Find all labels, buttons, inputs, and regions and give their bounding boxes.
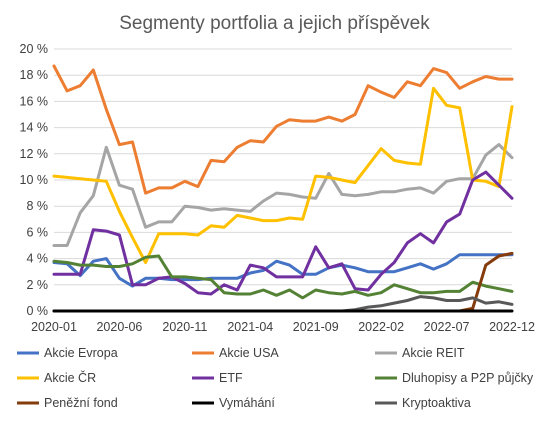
x-tick-label: 2022-12 (489, 320, 535, 334)
legend-label: ETF (219, 371, 243, 385)
y-tick-label: 0 % (26, 304, 48, 318)
legend-label: Akcie ČR (44, 370, 96, 385)
y-tick-label: 16 % (20, 94, 49, 108)
y-tick-label: 14 % (20, 121, 49, 135)
x-tick-label: 2021-04 (227, 320, 273, 334)
y-axis-ticks: 0 % 2 % 4 % 6 % 8 % 10 % 12 % 14 % 16 % 18 % 20 % (20, 42, 49, 318)
legend-label: Akcie Evropa (44, 346, 118, 360)
series-line (52, 86, 514, 264)
chart-title: Segmenty portfolia a jejich příspěvek (119, 13, 430, 34)
legend-label: Peněžní fond (44, 396, 118, 410)
x-axis-ticks: 2020-01 2020-06 2020-11 2021-04 2021-09 2022-… (31, 320, 535, 334)
y-tick-label: 10 % (20, 173, 49, 187)
y-tick-label: 4 % (26, 252, 48, 266)
x-tick-label: 2022-07 (424, 320, 470, 334)
series-line (52, 143, 514, 247)
legend-label: Akcie REIT (402, 346, 465, 360)
series-line (52, 295, 514, 313)
series-line (52, 170, 514, 296)
legend: Akcie Evropa Akcie USA Akcie REIT Akcie ČR E… (17, 346, 534, 410)
y-tick-label: 18 % (20, 68, 49, 82)
legend-label: Kryptoaktiva (402, 396, 471, 410)
x-tick-label: 2020-01 (31, 320, 77, 334)
legend-label: Vymáhání (219, 396, 275, 410)
series-line (52, 253, 514, 288)
gridlines (54, 48, 512, 312)
y-tick-label: 8 % (26, 199, 48, 213)
y-tick-label: 20 % (20, 42, 49, 56)
legend-label: Dluhopisy a P2P půjčky (402, 371, 534, 385)
x-tick-label: 2020-06 (96, 320, 142, 334)
x-tick-label: 2020-11 (162, 320, 207, 334)
x-tick-label: 2021-09 (293, 320, 339, 334)
series-lines (52, 64, 514, 313)
series-line (52, 64, 514, 195)
y-tick-label: 12 % (20, 147, 49, 161)
x-tick-label: 2022-02 (358, 320, 404, 334)
series-line (52, 254, 514, 300)
y-tick-label: 6 % (26, 225, 48, 239)
legend-label: Akcie USA (219, 346, 279, 360)
y-tick-label: 2 % (26, 278, 48, 292)
